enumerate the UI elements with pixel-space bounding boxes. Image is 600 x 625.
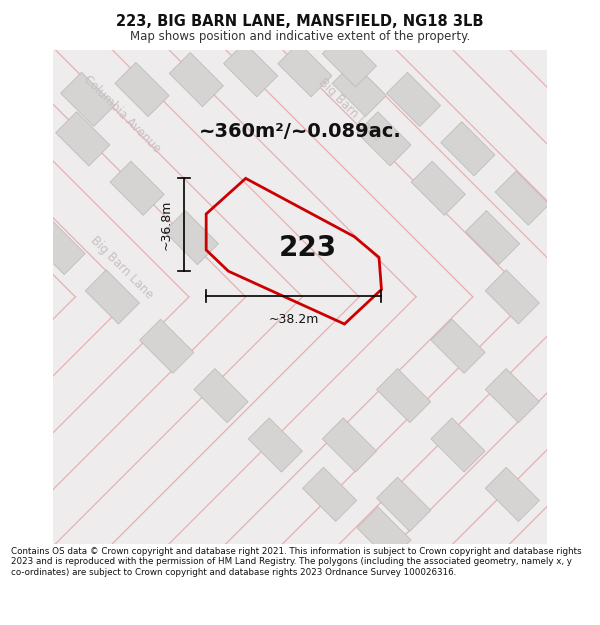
Polygon shape: [485, 468, 539, 521]
Polygon shape: [377, 369, 431, 423]
Polygon shape: [302, 468, 356, 521]
Text: Big Barn Lane: Big Barn Lane: [316, 76, 383, 143]
Polygon shape: [115, 62, 169, 116]
Polygon shape: [85, 270, 139, 324]
Text: Contains OS data © Crown copyright and database right 2021. This information is : Contains OS data © Crown copyright and d…: [11, 547, 581, 577]
Text: 223, BIG BARN LANE, MANSFIELD, NG18 3LB: 223, BIG BARN LANE, MANSFIELD, NG18 3LB: [116, 14, 484, 29]
Polygon shape: [278, 42, 332, 97]
Polygon shape: [386, 72, 440, 126]
Polygon shape: [431, 319, 485, 373]
Polygon shape: [466, 211, 520, 264]
Polygon shape: [357, 507, 411, 561]
Polygon shape: [61, 72, 115, 126]
Polygon shape: [495, 171, 549, 225]
Polygon shape: [194, 369, 248, 423]
Text: ~360m²/~0.089ac.: ~360m²/~0.089ac.: [199, 122, 401, 141]
Text: ~38.2m: ~38.2m: [269, 313, 319, 326]
Text: Map shows position and indicative extent of the property.: Map shows position and indicative extent…: [130, 30, 470, 43]
Polygon shape: [169, 52, 223, 107]
Polygon shape: [377, 478, 431, 531]
Polygon shape: [110, 161, 164, 215]
Text: ~36.8m: ~36.8m: [160, 199, 173, 250]
Text: 223: 223: [278, 234, 337, 261]
Polygon shape: [31, 221, 85, 274]
Polygon shape: [56, 112, 110, 166]
Polygon shape: [332, 62, 386, 116]
Polygon shape: [357, 112, 411, 166]
Polygon shape: [224, 42, 278, 97]
Polygon shape: [322, 33, 376, 87]
Polygon shape: [248, 418, 302, 472]
Polygon shape: [485, 369, 539, 423]
Polygon shape: [140, 319, 194, 373]
Text: Columbia Avenue: Columbia Avenue: [81, 73, 163, 156]
Polygon shape: [485, 270, 539, 324]
Polygon shape: [431, 418, 485, 472]
Polygon shape: [411, 161, 466, 215]
Polygon shape: [322, 418, 376, 472]
Polygon shape: [441, 122, 495, 176]
Polygon shape: [164, 211, 218, 264]
Text: Big Barn Lane: Big Barn Lane: [88, 234, 156, 301]
